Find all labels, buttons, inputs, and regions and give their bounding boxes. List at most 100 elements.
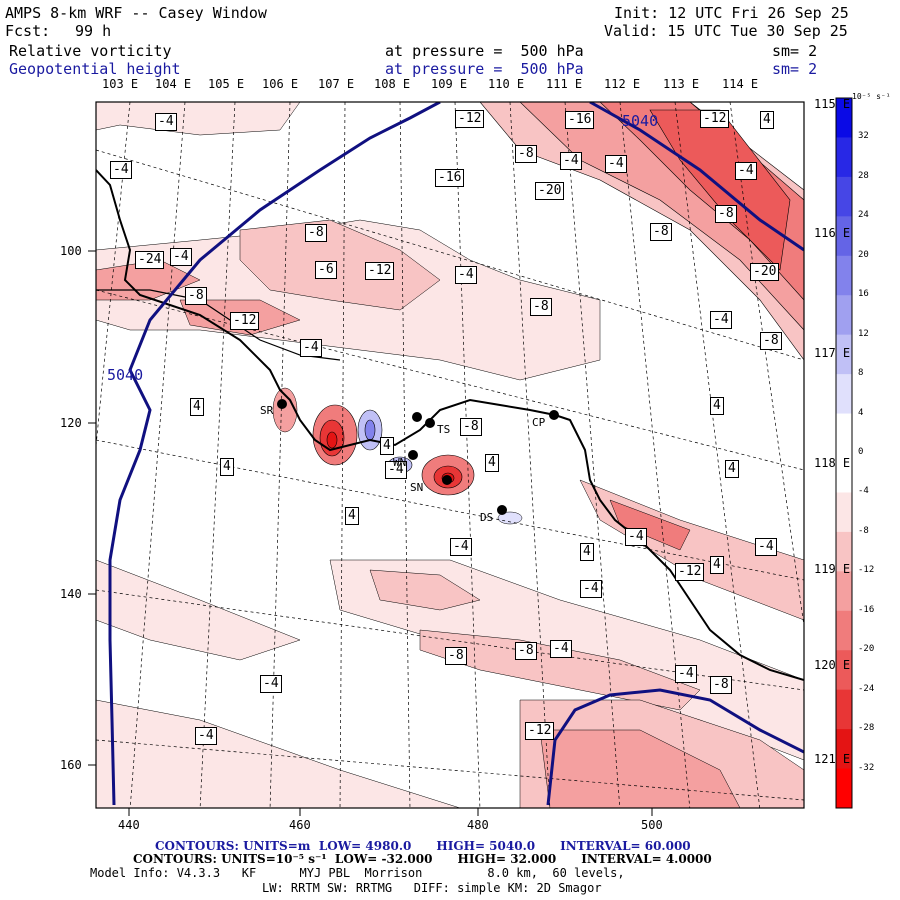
lon-label: 106 E bbox=[262, 77, 299, 91]
colorbar-swatch bbox=[836, 492, 852, 533]
vorticity-contour-label: -16 bbox=[565, 111, 595, 129]
y-axis-label: 160 bbox=[60, 758, 82, 772]
right-lon-label: 117 E bbox=[814, 346, 851, 360]
vorticity-contour-label: -8 bbox=[650, 223, 672, 241]
vorticity-contour-label: -8 bbox=[185, 287, 207, 305]
station-markers bbox=[277, 399, 559, 515]
vorticity-contour-label: -4 bbox=[260, 675, 282, 693]
colorbar-swatch bbox=[836, 571, 852, 612]
right-lon-label: 120 E bbox=[814, 658, 851, 672]
shaded-vorticity bbox=[96, 102, 804, 808]
vorticity-contour-label: -12 bbox=[675, 563, 705, 581]
colorbar-swatch bbox=[836, 216, 852, 257]
vorticity-contour-label: -8 bbox=[530, 298, 552, 316]
x-axis-label: 460 bbox=[289, 818, 311, 832]
lon-label: 112 E bbox=[604, 77, 641, 91]
colorbar-label: 28 bbox=[858, 170, 869, 181]
colorbar-frame bbox=[835, 97, 853, 809]
vorticity-contour-label: -4 bbox=[170, 248, 192, 266]
vorticity-contour-label: -8 bbox=[445, 647, 467, 665]
vorticity-contour-label: 4 bbox=[725, 460, 739, 478]
map-frame bbox=[95, 101, 805, 809]
colorbar-label: -8 bbox=[858, 525, 869, 536]
lon-label: 109 E bbox=[431, 77, 468, 91]
vorticity-contour-label: 4 bbox=[710, 397, 724, 415]
colorbar-label: 0 bbox=[858, 447, 864, 457]
vorticity-contour-label: -4 bbox=[560, 152, 582, 170]
vorticity-contour-label: -8 bbox=[460, 418, 482, 436]
station-wn-dot bbox=[408, 450, 418, 460]
vorticity-contour-label: 4 bbox=[760, 111, 774, 129]
axis-ticks bbox=[88, 250, 653, 816]
footer-physics-info: LW: RRTM SW: RRTMG DIFF: simple KM: 2D S… bbox=[262, 881, 602, 895]
forecast-hour: 99 h bbox=[75, 22, 112, 40]
station-sr-dot bbox=[277, 399, 287, 409]
colorbar-units: 10⁻⁵ s⁻¹ bbox=[852, 92, 891, 101]
colorbar-swatch bbox=[836, 137, 852, 178]
colorbar-swatch bbox=[836, 689, 852, 730]
vorticity-contour-label: -12 bbox=[455, 110, 485, 128]
vorticity-contour-label: 4 bbox=[580, 543, 594, 561]
right-lon-label: 119 E bbox=[814, 562, 851, 576]
colorbar-swatch bbox=[836, 176, 852, 217]
y-axis-label: 120 bbox=[60, 416, 82, 430]
station-label-ts: TS bbox=[437, 423, 451, 436]
vorticity-contour-label: -4 bbox=[675, 665, 697, 683]
vorticity-contour-label: -20 bbox=[535, 182, 565, 200]
colorbar-swatch bbox=[836, 255, 852, 296]
colorbar-label: -16 bbox=[858, 604, 875, 615]
colorbar-label: 24 bbox=[858, 210, 869, 221]
lon-label: 105 E bbox=[208, 77, 245, 91]
vorticity-contour-label: -4 bbox=[755, 538, 777, 556]
colorbar-label: -24 bbox=[858, 683, 875, 694]
vorticity-contour-label: -4 bbox=[710, 311, 732, 329]
colorbar-swatch bbox=[836, 768, 852, 809]
station-label-cp: CP bbox=[532, 416, 546, 429]
lon-label: 114 E bbox=[722, 77, 759, 91]
right-lon-label: 118 E bbox=[814, 456, 851, 470]
vorticity-contour-label: -4 bbox=[455, 266, 477, 284]
colorbar-label: 4 bbox=[858, 407, 864, 418]
vorticity-contour-label: -12 bbox=[230, 312, 260, 330]
colorbar-label: -4 bbox=[858, 486, 869, 497]
colorbar-swatch bbox=[836, 650, 852, 691]
station-label-ds: DS bbox=[480, 511, 494, 524]
colorbar-label: -12 bbox=[858, 565, 875, 576]
right-lon-label: 115 E bbox=[814, 97, 851, 111]
map-title: AMPS 8-km WRF -- Casey Window bbox=[5, 4, 267, 22]
vorticity-contour-label: -8 bbox=[710, 676, 732, 694]
init-time: Init: 12 UTC Fri 26 Sep 25 bbox=[614, 4, 849, 22]
lon-label: 110 E bbox=[488, 77, 525, 91]
y-axis-label: 100 bbox=[60, 244, 82, 258]
station-label-sn: SN bbox=[410, 481, 424, 494]
height-contour-label: 5040 bbox=[107, 366, 144, 384]
colorbar-swatch bbox=[836, 413, 852, 454]
colorbar-label: 16 bbox=[858, 289, 869, 300]
colorbar-swatch bbox=[836, 374, 852, 415]
vorticity-contour-label: -12 bbox=[700, 110, 730, 128]
vorticity-contour-label: -4 bbox=[450, 538, 472, 556]
vorticity-contour-label: -4 bbox=[580, 580, 602, 598]
lon-label: 111 E bbox=[546, 77, 583, 91]
vorticity-contour-label: -12 bbox=[525, 722, 555, 740]
vorticity-contour-label: -4 bbox=[735, 162, 757, 180]
vorticity-contour-label: -4 bbox=[300, 339, 322, 357]
vorticity-contour-label: -8 bbox=[305, 224, 327, 242]
colorbar-swatch bbox=[836, 334, 852, 375]
vorticity-contour-label: -4 bbox=[155, 113, 177, 131]
vorticity-contour-label: 4 bbox=[220, 458, 234, 476]
vorticity-contour-label: -20 bbox=[750, 263, 780, 281]
colorbar-swatch bbox=[836, 98, 852, 138]
field1-smoothing: sm= 2 bbox=[772, 42, 818, 60]
vorticity-contour-label: -24 bbox=[135, 251, 165, 269]
footer-vorticity-contours: CONTOURS: UNITS=10⁻⁵ s⁻¹ LOW= -32.000 HI… bbox=[133, 852, 712, 866]
colorbar bbox=[835, 97, 853, 809]
colorbar-label: -20 bbox=[858, 644, 875, 655]
footer-model-info: Model Info: V4.3.3 KF MYJ PBL Morrison 8… bbox=[90, 866, 625, 880]
colorbar-label: 12 bbox=[858, 328, 869, 339]
x-axis-label: 480 bbox=[467, 818, 489, 832]
lon-label: 108 E bbox=[374, 77, 411, 91]
field2-smoothing: sm= 2 bbox=[772, 60, 818, 78]
colorbar-label: 32 bbox=[858, 131, 869, 142]
lon-label: 104 E bbox=[155, 77, 192, 91]
